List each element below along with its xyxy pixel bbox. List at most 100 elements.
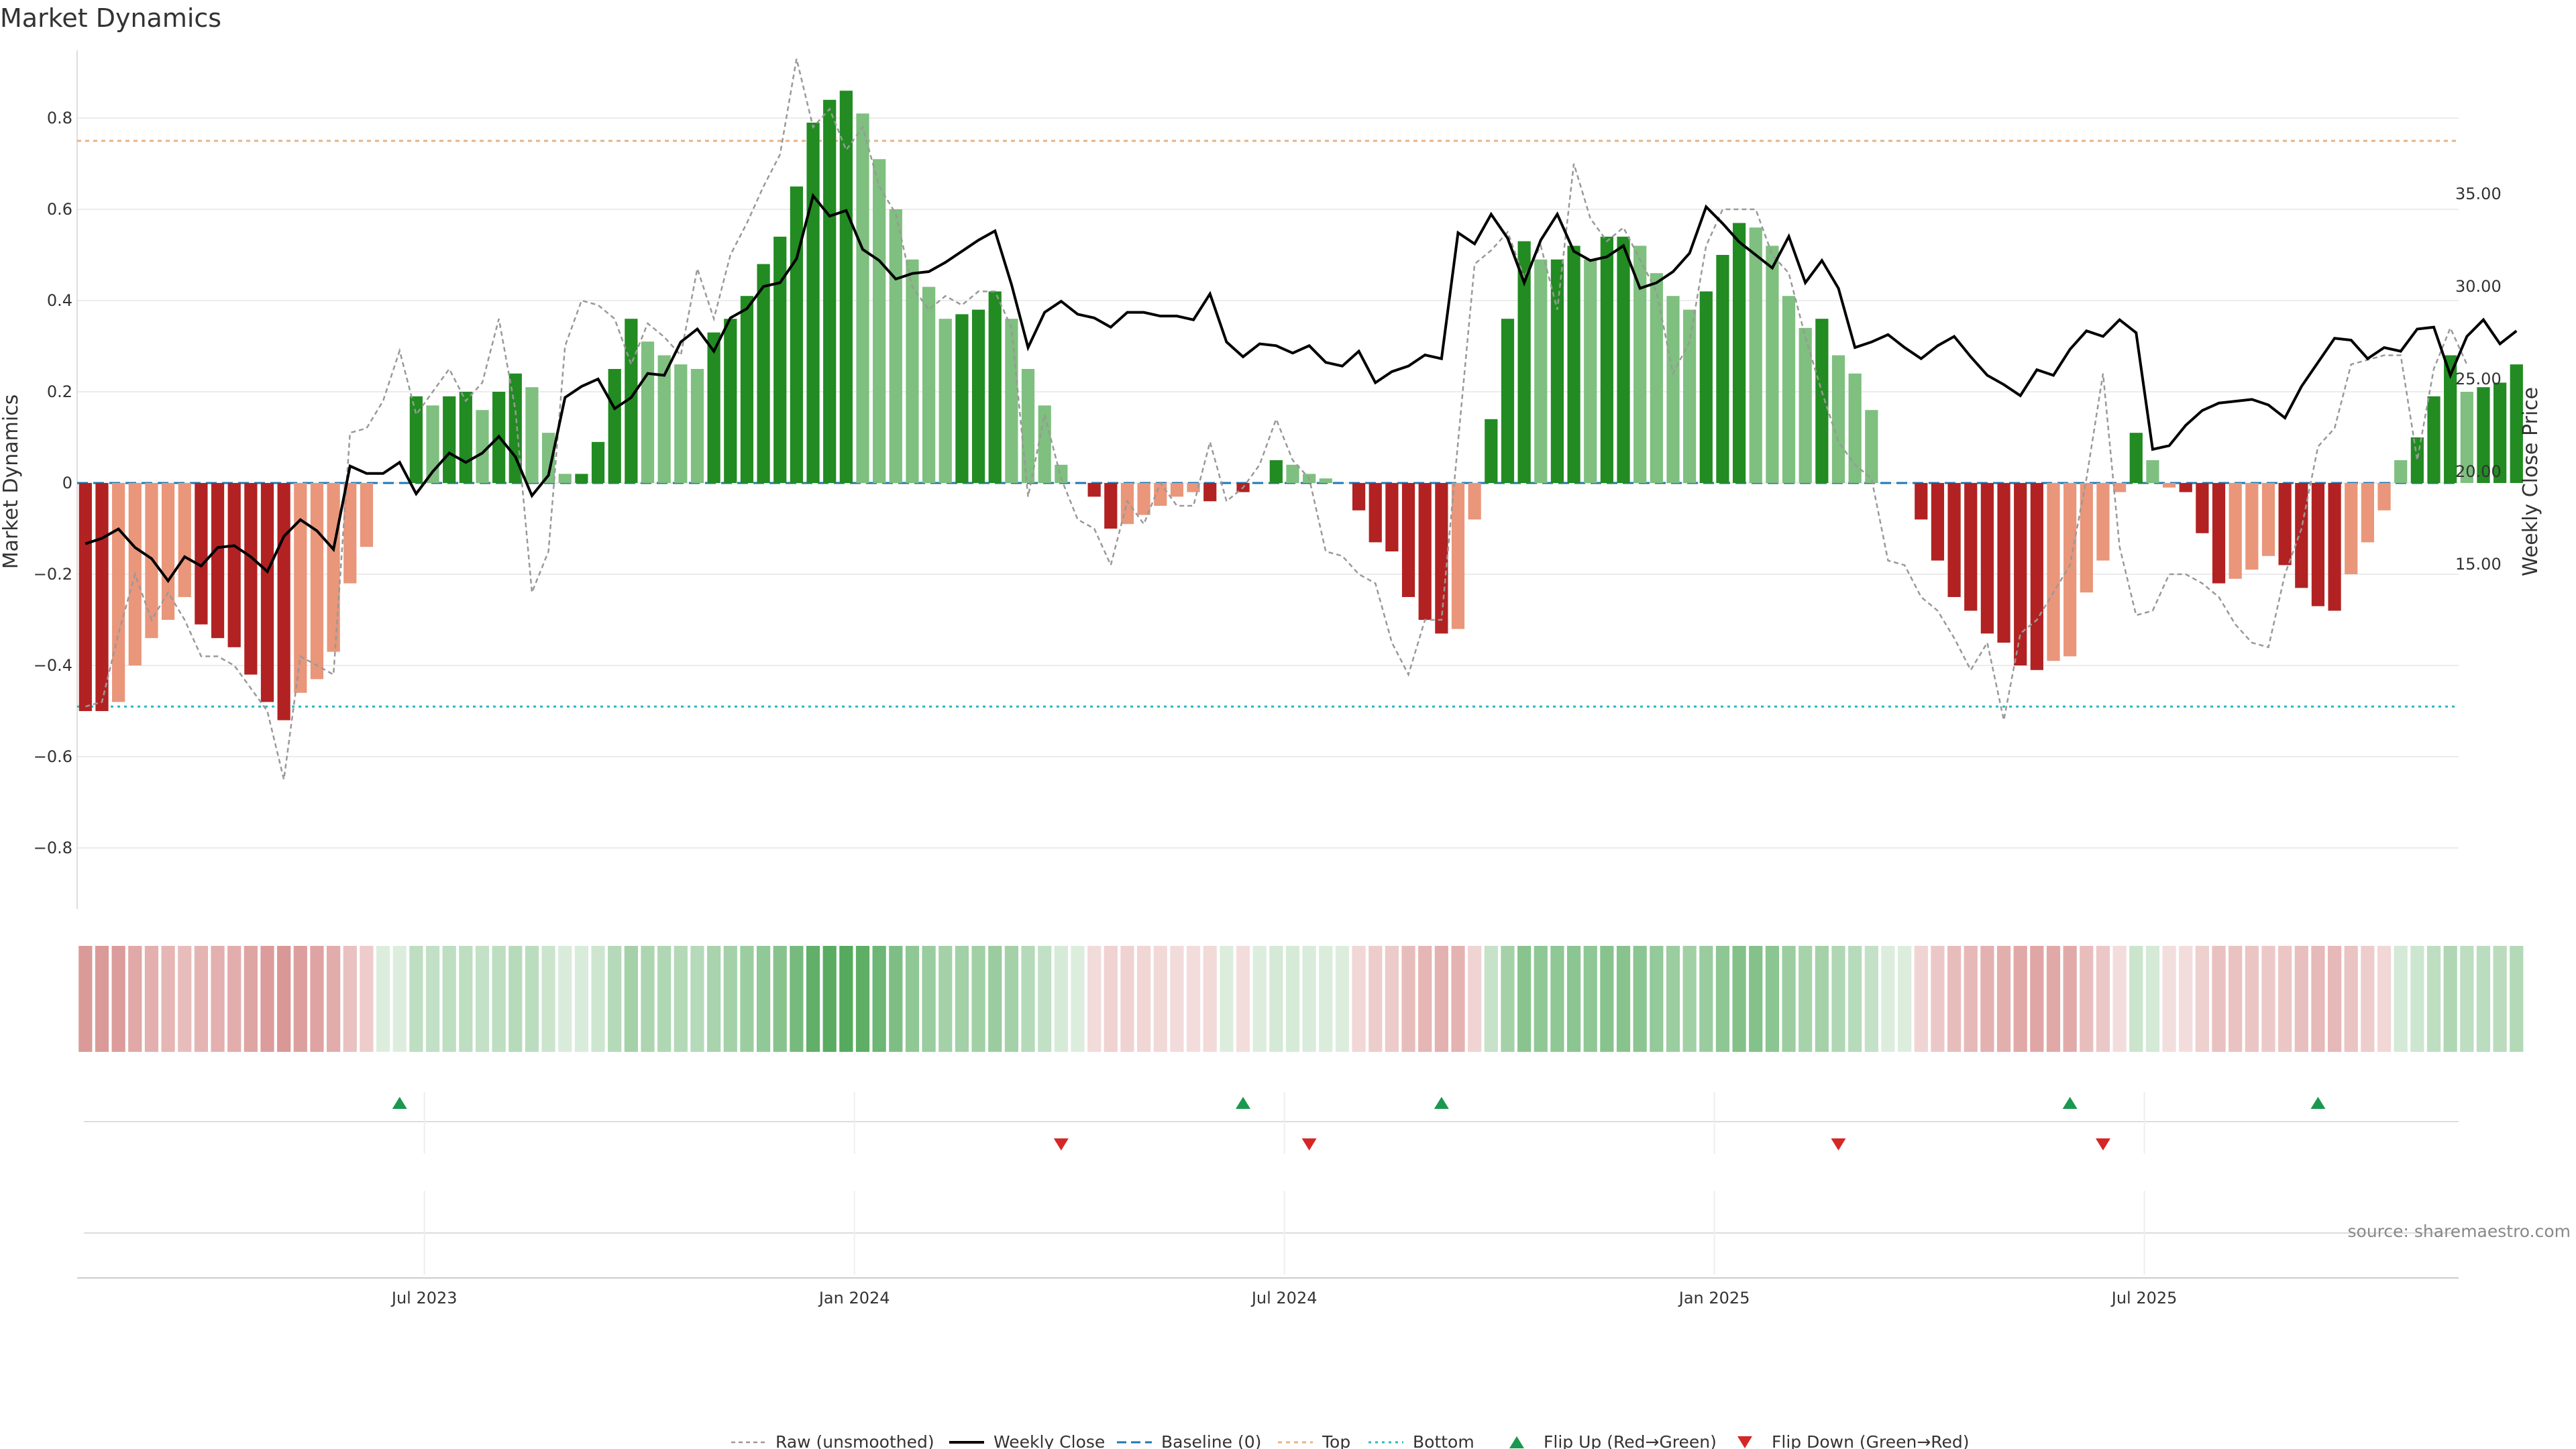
heat-cell <box>558 946 572 1052</box>
bar <box>277 483 290 720</box>
heat-cell <box>2361 946 2375 1052</box>
heat-cell <box>1401 946 1415 1052</box>
heat-cell <box>922 946 936 1052</box>
legend-item: Flip Down (Green→Red) <box>1737 1432 1970 1449</box>
bar <box>2245 483 2259 570</box>
heat-cell <box>161 946 175 1052</box>
legend-item: Flip Up (Red→Green) <box>1509 1432 1717 1449</box>
left-tick-label: −0.8 <box>34 839 72 857</box>
heat-cell <box>1335 946 1350 1052</box>
bar <box>1997 483 2010 643</box>
bar <box>740 296 754 483</box>
bar <box>260 483 274 702</box>
bar <box>459 392 472 483</box>
legend-item: Raw (unsmoothed) <box>731 1432 934 1449</box>
bar <box>839 91 853 483</box>
heat-cell <box>2510 946 2524 1052</box>
heat-cell <box>1682 946 1697 1052</box>
heat-cell <box>1071 946 1085 1052</box>
heat-cell <box>1269 946 1283 1052</box>
bar <box>690 369 704 483</box>
heat-cell <box>244 946 258 1052</box>
heat-cell <box>459 946 473 1052</box>
x-tick-label: Jul 2023 <box>390 1289 458 1307</box>
bar <box>1550 259 1564 483</box>
heat-cell <box>1550 946 1564 1052</box>
flip-up-marker <box>1236 1097 1251 1109</box>
left-tick-label: 0.2 <box>47 382 72 401</box>
heat-cell <box>690 946 704 1052</box>
bar <box>294 483 307 693</box>
legend-swatch <box>1509 1436 1524 1448</box>
bar <box>1617 236 1630 483</box>
heat-cell <box>740 946 754 1052</box>
bar <box>2311 483 2325 606</box>
bar <box>641 341 655 483</box>
bar <box>2394 460 2408 483</box>
heat-cell <box>2493 946 2507 1052</box>
bar <box>227 483 241 647</box>
heat-cell <box>1501 946 1515 1052</box>
heat-cell <box>1302 946 1316 1052</box>
bar <box>2162 483 2176 488</box>
bar <box>2361 483 2375 543</box>
bar <box>1137 483 1150 515</box>
bar <box>790 186 804 483</box>
bar <box>955 314 969 483</box>
bar <box>873 159 886 483</box>
heat-cell <box>310 946 324 1052</box>
heat-cell <box>1566 946 1581 1052</box>
heat-cell <box>492 946 506 1052</box>
bar <box>2410 437 2424 483</box>
flip-down-marker <box>1301 1138 1317 1150</box>
bar <box>657 355 671 483</box>
heat-cell <box>955 946 969 1052</box>
bar <box>2460 392 2473 483</box>
heat-cell <box>1203 946 1217 1052</box>
bar <box>2146 460 2159 483</box>
bar <box>906 259 919 483</box>
bar <box>2063 483 2077 657</box>
bar <box>757 264 770 483</box>
bar <box>426 405 439 483</box>
legend-item: Top <box>1278 1432 1350 1449</box>
right-y-axis: 35.00 30.00 25.00 20.00 15.00 <box>2455 184 2502 574</box>
bar <box>856 113 869 483</box>
heat-cell <box>1352 946 1366 1052</box>
bar <box>2477 387 2490 483</box>
heat-cell <box>1004 946 1018 1052</box>
legend-swatch <box>1737 1436 1752 1448</box>
bar <box>2113 483 2127 492</box>
bar <box>1517 241 1531 483</box>
heat-cell <box>1914 946 1928 1052</box>
heat-cell <box>1186 946 1201 1052</box>
bar <box>1683 309 1697 483</box>
right-y-axis-label: Weekly Close Price <box>2519 387 2542 576</box>
bar <box>1468 483 1481 520</box>
heat-cell <box>1319 946 1333 1052</box>
legend-label: Top <box>1322 1432 1350 1449</box>
bar <box>211 483 225 639</box>
bar <box>2328 483 2341 611</box>
heat-cell <box>2278 946 2292 1052</box>
heat-cell <box>2212 946 2226 1052</box>
heat-cell <box>1104 946 1118 1052</box>
bar <box>1600 236 1613 483</box>
bar <box>1567 246 1580 483</box>
bar <box>938 319 952 483</box>
heat-cell <box>2162 946 2176 1052</box>
bar <box>1749 227 1762 483</box>
heat-cell <box>144 946 159 1052</box>
bar <box>2080 483 2093 593</box>
heat-cell <box>1633 946 1647 1052</box>
heat-cell <box>1799 946 1813 1052</box>
bar <box>2345 483 2358 574</box>
flip-down-marker <box>1053 1138 1069 1150</box>
bar <box>78 483 92 711</box>
bar <box>1203 483 1217 502</box>
bar <box>2427 396 2440 483</box>
heat-cell <box>1749 946 1763 1052</box>
heat-cell <box>2476 946 2491 1052</box>
heat-cell <box>938 946 953 1052</box>
heat-cell <box>790 946 804 1052</box>
